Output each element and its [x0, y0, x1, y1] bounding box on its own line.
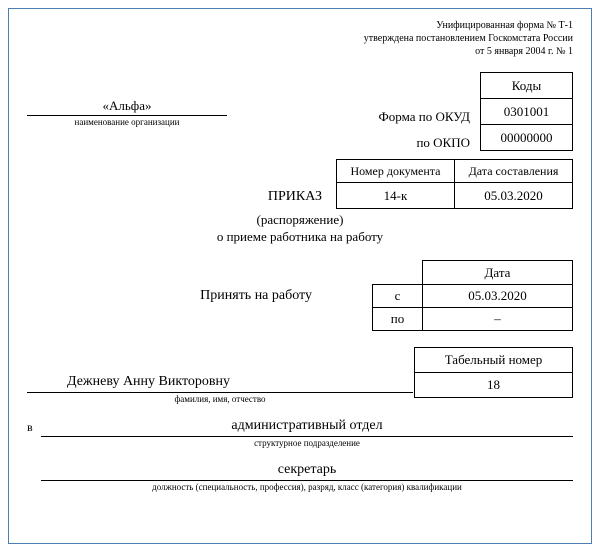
okud-value: 0301001 [481, 99, 573, 125]
doc-number-header: Номер документа [337, 160, 455, 183]
subtitle1: (распоряжение) [27, 212, 573, 229]
codes-table: Коды 0301001 00000000 [480, 72, 573, 151]
department-caption: структурное подразделение [41, 438, 573, 448]
hire-to-date: – [423, 308, 573, 331]
employee-name: Дежневу Анну Викторовну [27, 374, 413, 393]
subtitle2: о приеме работника на работу [27, 229, 573, 246]
tabel-number: 18 [415, 373, 573, 398]
department-prefix: в [27, 420, 41, 437]
document-page: Унифицированная форма № Т-1 утверждена п… [8, 8, 592, 544]
position-value: секретарь [41, 462, 573, 481]
hire-label: Принять на работу [200, 288, 352, 304]
doc-date: 05.03.2020 [455, 183, 573, 209]
organization-name: «Альфа» [27, 98, 227, 116]
okpo-label: по ОКПО [379, 130, 471, 156]
codes-header: Коды [481, 73, 573, 99]
okpo-value: 00000000 [481, 125, 573, 151]
header-line1: Унифицированная форма № Т-1 [27, 19, 573, 32]
tabel-header: Табельный номер [415, 348, 573, 373]
employee-name-caption: фамилия, имя, отчество [27, 394, 413, 404]
hire-to-label: по [373, 308, 423, 331]
prikaz-label: ПРИКАЗ [268, 189, 322, 209]
position-caption: должность (специальность, профессия), ра… [41, 482, 573, 492]
organization-caption: наименование организации [27, 117, 227, 127]
department-row: в административный отдел [27, 418, 573, 437]
department-value: административный отдел [41, 418, 573, 437]
position-row: секретарь [27, 462, 573, 481]
hire-date-header: Дата [423, 261, 573, 285]
doc-table: Номер документа Дата составления 14-к 05… [336, 159, 573, 209]
hire-from-date: 05.03.2020 [423, 285, 573, 308]
doc-date-header: Дата составления [455, 160, 573, 183]
organization-section: «Альфа» наименование организации [27, 98, 227, 127]
doc-number: 14-к [337, 183, 455, 209]
tabel-table: Табельный номер 18 [414, 347, 573, 398]
doc-subtitle: (распоряжение) о приеме работника на раб… [27, 212, 573, 246]
header-line3: от 5 января 2004 г. № 1 [27, 45, 573, 58]
form-header: Унифицированная форма № Т-1 утверждена п… [27, 19, 573, 58]
codes-labels: Форма по ОКУД по ОКПО [379, 72, 471, 156]
hire-date-table: Дата с 05.03.2020 по – [372, 260, 573, 331]
header-line2: утверждена постановлением Госкомстата Ро… [27, 32, 573, 45]
hire-section: Принять на работу Дата с 05.03.2020 по – [27, 260, 573, 331]
document-info: ПРИКАЗ Номер документа Дата составления … [27, 159, 573, 209]
okud-label: Форма по ОКУД [379, 104, 471, 130]
hire-from-label: с [373, 285, 423, 308]
